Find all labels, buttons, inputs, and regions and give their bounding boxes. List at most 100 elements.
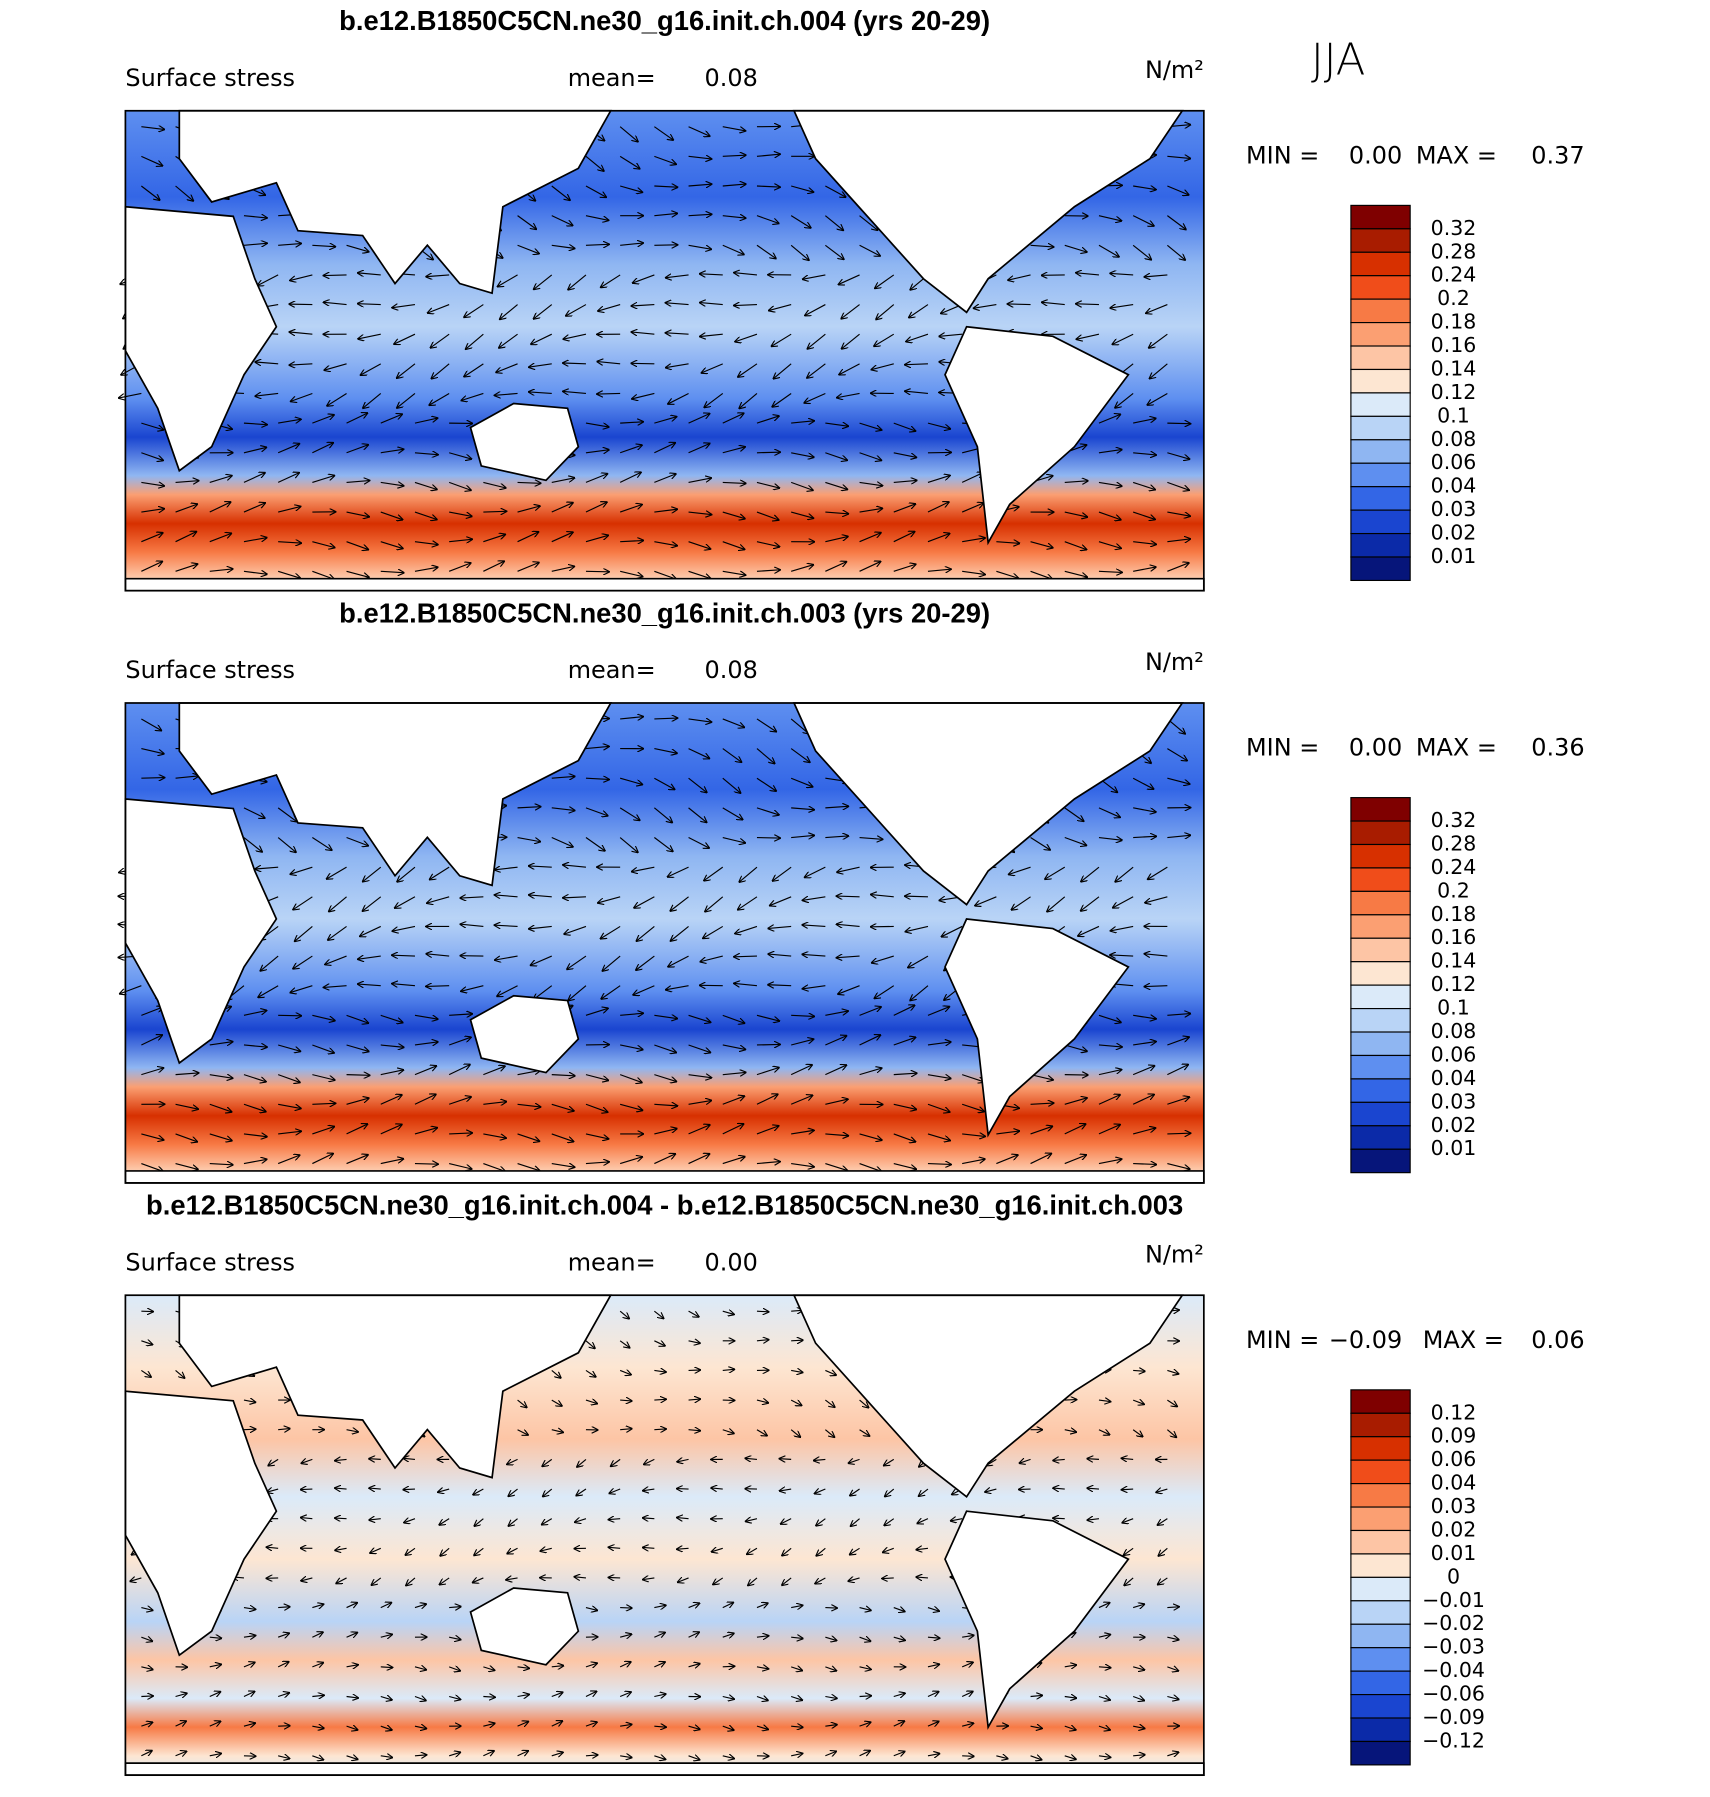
colorbar-box: [1350, 486, 1411, 511]
wind-vector: [756, 1603, 768, 1607]
wind-vector: [449, 452, 471, 459]
wind-vector: [414, 1015, 437, 1019]
wind-vector: [312, 837, 331, 850]
wind-vector: [927, 1608, 939, 1611]
wind-vector: [643, 1518, 655, 1519]
wind-vector: [654, 1633, 664, 1638]
colorbar-label: 0.03: [1431, 1089, 1477, 1113]
wind-vector: [790, 1399, 801, 1405]
wind-vector: [905, 364, 928, 365]
wind-vector: [668, 392, 689, 403]
wind-vector: [601, 925, 621, 938]
wind-vector: [837, 896, 860, 897]
wind-vector: [551, 1133, 574, 1142]
wind-vector: [1133, 1164, 1156, 1165]
wind-vector: [346, 1044, 369, 1051]
wind-vector: [908, 955, 929, 967]
wind-vector: [837, 392, 860, 397]
wind-vector: [688, 512, 712, 515]
wind-vector: [654, 718, 677, 719]
wind-vector: [551, 245, 575, 248]
land: [792, 702, 1184, 906]
wind-vector: [380, 1603, 391, 1608]
wind-vector: [1064, 481, 1088, 483]
wind-vector: [397, 866, 416, 881]
wind-vector: [688, 748, 710, 759]
wind-vector: [1064, 1124, 1086, 1135]
wind-vector: [529, 895, 552, 897]
wind-vector: [722, 155, 746, 156]
wind-vector: [722, 126, 745, 131]
wind-vector: [1064, 1430, 1076, 1432]
wind-vector: [267, 1547, 279, 1548]
wind-vector: [859, 1163, 881, 1172]
wind-vector: [1053, 1459, 1065, 1460]
wind-vector: [859, 533, 881, 543]
wind-vector: [585, 215, 608, 221]
wind-vector: [1111, 305, 1134, 308]
wind-vector: [756, 1162, 780, 1164]
wind-vector: [790, 565, 813, 572]
wind-vector: [893, 422, 915, 431]
wind-vector: [426, 954, 450, 956]
wind-vector: [893, 452, 916, 458]
wind-vector: [643, 1578, 655, 1580]
colorbar-label: 0.08: [1431, 427, 1477, 451]
wind-vector: [141, 1369, 150, 1376]
wind-vector: [962, 1159, 984, 1165]
wind-vector: [432, 363, 450, 379]
wind-vector: [346, 1098, 369, 1105]
wind-vector: [688, 1075, 712, 1078]
wind-vector: [483, 1133, 505, 1138]
wind-vector: [175, 185, 193, 201]
wind-vector: [119, 392, 142, 397]
wind-vector: [1098, 511, 1121, 520]
wind-vector: [358, 273, 381, 275]
wind-vector: [1064, 541, 1086, 550]
wind-vector: [654, 1310, 663, 1318]
colorbar-box: [1350, 1647, 1411, 1672]
wind-vector: [790, 1429, 800, 1437]
wind-vector: [293, 896, 313, 910]
wind-vector: [677, 1548, 689, 1549]
wind-vector: [773, 866, 792, 881]
wind-vector: [688, 478, 711, 483]
wind-vector: [243, 837, 262, 852]
wind-vector: [358, 984, 381, 986]
wind-vector: [1098, 807, 1120, 817]
wind-vector: [756, 570, 780, 571]
wind-vector: [722, 1603, 733, 1608]
wind-vector: [918, 1519, 929, 1524]
max-label: MAX =: [1423, 1326, 1504, 1354]
wind-vector: [633, 274, 655, 283]
colorbar-box: [1350, 1670, 1411, 1696]
wind-vector: [576, 1488, 587, 1495]
wind-vector: [517, 532, 539, 543]
wind-vector: [209, 1164, 233, 1165]
wind-vector: [568, 274, 587, 290]
colorbar-box: [1350, 556, 1411, 582]
colorbar-box: [1350, 961, 1411, 986]
wind-vector: [654, 474, 675, 483]
wind-vector: [666, 303, 689, 305]
wind-vector: [975, 896, 997, 906]
wind-vector: [335, 1548, 347, 1550]
wind-vector: [1167, 1399, 1177, 1406]
wind-vector: [346, 1633, 357, 1638]
wind-vector: [790, 244, 808, 260]
colorbar-label: 0.1: [1437, 996, 1470, 1020]
variable-label: Surface stress: [125, 64, 295, 92]
wind-vector: [1133, 1042, 1156, 1045]
wind-vector: [483, 1102, 506, 1105]
wind-vector: [722, 1157, 745, 1165]
wind-vector: [996, 1155, 1017, 1165]
wind-vector: [312, 1127, 334, 1135]
wind-vector: [884, 1458, 895, 1465]
colorbar-label: 0.01: [1431, 1136, 1477, 1160]
wind-vector: [632, 866, 655, 871]
wind-vector: [585, 1400, 597, 1403]
wind-vector: [996, 542, 1019, 544]
wind-vector: [756, 416, 779, 424]
min-value: 0.00: [1349, 141, 1402, 169]
